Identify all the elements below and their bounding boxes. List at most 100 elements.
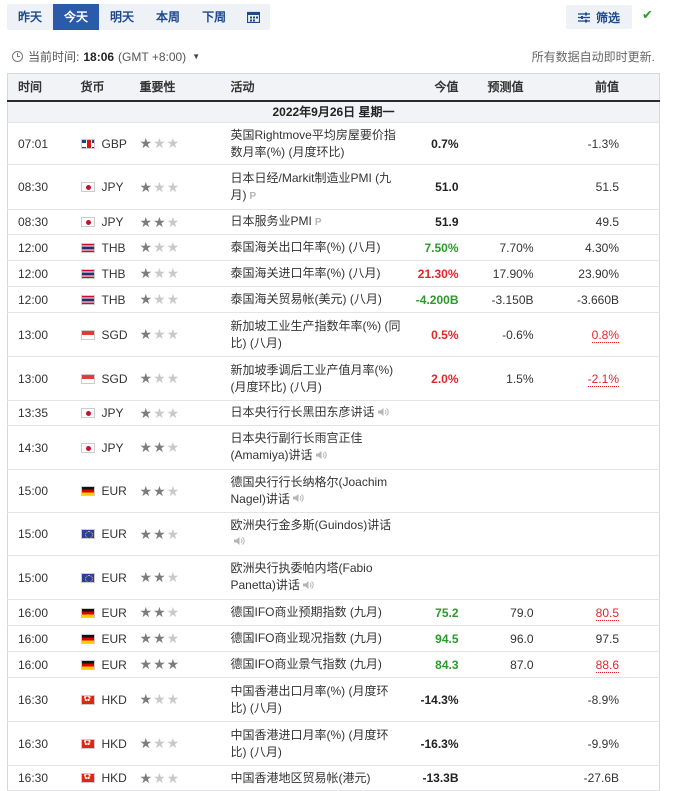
importance-stars: ★★★: [139, 122, 231, 165]
table-row[interactable]: 08:30 JPY ★★★ 日本日经/Markit制造业PMI (九月) P 51…: [7, 164, 660, 210]
star-icon: ★: [139, 525, 154, 542]
event-cell[interactable]: 中国香港进口月率(%) (月度环比) (八月): [230, 721, 407, 766]
event-cell[interactable]: 新加坡工业生产指数年率(%) (同比) (八月): [230, 312, 407, 357]
event-name[interactable]: 泰国海关出口年率(%) (八月): [230, 240, 381, 254]
event-cell[interactable]: 日本服务业PMI P: [230, 209, 407, 235]
event-cell[interactable]: 日本央行行长黑田东彦讲话: [230, 400, 407, 426]
table-row[interactable]: 08:30 JPY ★★★ 日本服务业PMI P 51.9 49.5: [7, 209, 660, 235]
event-name[interactable]: 德国IFO商业现况指数 (九月): [230, 631, 382, 645]
currency-cell: HKD: [76, 721, 140, 766]
event-cell[interactable]: 欧洲央行金多斯(Guindos)讲话: [230, 512, 407, 556]
event-cell[interactable]: 中国香港地区贸易帐(港元): [230, 765, 407, 791]
currency-code: JPY: [101, 440, 124, 455]
table-row[interactable]: 14:30 JPY ★★★ 日本央行副行长雨宫正佳(Amamiya)讲话: [7, 425, 660, 470]
previous-value-text: -2.1%: [587, 371, 619, 387]
event-cell[interactable]: 泰国海关进口年率(%) (八月): [230, 260, 407, 287]
event-name[interactable]: 德国央行行长纳格尔(Joachim Nagel)讲话: [230, 474, 388, 506]
actual-value: [406, 469, 463, 513]
event-name[interactable]: 欧洲央行金多斯(Guindos)讲话: [230, 517, 392, 532]
calendar-icon[interactable]: [237, 4, 270, 30]
event-cell[interactable]: 日本央行副行长雨宫正佳(Amamiya)讲话: [230, 425, 407, 470]
economic-calendar-table: 时间 货币 重要性 活动 今值 预测值 前值 2022年9月26日 星期一 07…: [7, 73, 660, 791]
event-cell[interactable]: 德国IFO商业预期指数 (九月): [230, 599, 407, 626]
table-header: 时间 货币 重要性 活动 今值 预测值 前值: [7, 73, 660, 102]
previous-value[interactable]: -2.1%: [537, 356, 660, 401]
event-name[interactable]: 日本央行行长黑田东彦讲话: [230, 405, 375, 420]
star-icon: ★: [139, 213, 154, 230]
check-icon[interactable]: ✔: [642, 7, 653, 22]
event-name[interactable]: 日本服务业PMI: [230, 214, 312, 228]
table-row[interactable]: 07:01 GBP ★★★ 英国Rightmove平均房屋要价指数月率(%) (…: [7, 122, 660, 165]
event-cell[interactable]: 泰国海关贸易帐(美元) (八月): [230, 286, 407, 313]
actual-value: 75.2: [406, 599, 463, 626]
previous-value[interactable]: 88.6: [537, 651, 660, 678]
event-name[interactable]: 日本日经/Markit制造业PMI (九月): [230, 170, 392, 202]
tab-yesterday[interactable]: 昨天: [18, 10, 43, 24]
table-row[interactable]: 16:00 EUR ★★★ 德国IFO商业现况指数 (九月) 94.5 96.0…: [7, 625, 660, 652]
event-time: 12:00: [7, 234, 77, 261]
table-row[interactable]: 15:00 EUR ★★★ 德国央行行长纳格尔(Joachim Nagel)讲话: [7, 469, 660, 513]
table-row[interactable]: 16:00 EUR ★★★ 德国IFO商业预期指数 (九月) 75.2 79.0…: [7, 599, 660, 626]
currency-code: THB: [101, 292, 126, 307]
country-flag-icon: [80, 738, 95, 749]
table-row[interactable]: 16:00 EUR ★★★ 德国IFO商业景气指数 (九月) 84.3 87.0…: [7, 651, 660, 678]
tab-today[interactable]: 今天: [53, 4, 100, 30]
event-name[interactable]: 中国香港进口月率(%) (月度环比) (八月): [230, 727, 389, 759]
event-name[interactable]: 德国IFO商业预期指数 (九月): [230, 605, 382, 619]
event-name[interactable]: 欧洲央行执委帕内塔(Fabio Panetta)讲话: [230, 561, 373, 593]
event-cell[interactable]: 日本日经/Markit制造业PMI (九月) P: [230, 164, 407, 210]
table-row[interactable]: 16:30 HKD ★★★ 中国香港出口月率(%) (月度环比) (八月) -1…: [7, 677, 660, 722]
importance-stars: ★★★: [139, 400, 231, 426]
importance-stars: ★★★: [139, 286, 231, 313]
event-cell[interactable]: 欧洲央行执委帕内塔(Fabio Panetta)讲话: [230, 555, 407, 600]
event-name[interactable]: 泰国海关贸易帐(美元) (八月): [230, 292, 382, 306]
table-row[interactable]: 13:00 SGD ★★★ 新加坡工业生产指数年率(%) (同比) (八月) 0…: [7, 312, 660, 357]
event-cell[interactable]: 新加坡季调后工业产值月率(%) (月度环比) (八月): [230, 356, 407, 401]
table-row[interactable]: 13:00 SGD ★★★ 新加坡季调后工业产值月率(%) (月度环比) (八月…: [7, 356, 660, 401]
table-row[interactable]: 16:30 HKD ★★★ 中国香港进口月率(%) (月度环比) (八月) -1…: [7, 721, 660, 766]
event-name[interactable]: 日本央行副行长雨宫正佳(Amamiya)讲话: [230, 431, 363, 463]
event-name[interactable]: 德国IFO商业景气指数 (九月): [230, 657, 382, 671]
event-name[interactable]: 英国Rightmove平均房屋要价指数月率(%) (月度环比): [230, 127, 396, 159]
event-cell[interactable]: 中国香港出口月率(%) (月度环比) (八月): [230, 677, 407, 722]
currency-cell: JPY: [76, 425, 140, 470]
previous-value[interactable]: 0.8%: [537, 312, 660, 357]
previous-value: 49.5: [537, 209, 660, 235]
event-cell[interactable]: 德国IFO商业现况指数 (九月): [230, 625, 407, 652]
event-time: 16:30: [7, 765, 77, 791]
table-row[interactable]: 12:00 THB ★★★ 泰国海关出口年率(%) (八月) 7.50% 7.7…: [7, 234, 660, 261]
table-row[interactable]: 12:00 THB ★★★ 泰国海关贸易帐(美元) (八月) -4.200B -…: [7, 286, 660, 313]
event-name[interactable]: 中国香港地区贸易帐(港元): [230, 770, 371, 785]
event-cell[interactable]: 德国IFO商业景气指数 (九月): [230, 651, 407, 678]
currency-cell: GBP: [76, 122, 140, 165]
table-row[interactable]: 12:00 THB ★★★ 泰国海关进口年率(%) (八月) 21.30% 17…: [7, 260, 660, 287]
event-cell[interactable]: 泰国海关出口年率(%) (八月): [230, 234, 407, 261]
actual-value: 51.9: [406, 209, 463, 235]
star-icon: ★: [139, 291, 154, 307]
event-name[interactable]: 新加坡季调后工业产值月率(%) (月度环比) (八月): [230, 362, 394, 394]
filter-button[interactable]: 筛选: [566, 5, 632, 29]
table-row[interactable]: 13:35 JPY ★★★ 日本央行行长黑田东彦讲话: [7, 400, 660, 426]
star-icon: ★: [153, 604, 167, 620]
currency-cell: EUR: [76, 625, 140, 652]
event-name[interactable]: 新加坡工业生产指数年率(%) (同比) (八月): [230, 318, 401, 350]
event-name[interactable]: 中国香港出口月率(%) (月度环比) (八月): [230, 683, 389, 715]
table-row[interactable]: 15:00 EUR ★★★ 欧洲央行金多斯(Guindos)讲话: [7, 512, 660, 556]
chevron-down-icon[interactable]: ▼: [192, 52, 201, 61]
forecast-value: 87.0: [462, 651, 538, 678]
star-icon: ★: [139, 735, 154, 751]
table-row[interactable]: 15:00 EUR ★★★ 欧洲央行执委帕内塔(Fabio Panetta)讲话: [7, 555, 660, 600]
tab-this-week[interactable]: 本周: [156, 10, 181, 24]
tab-next-week[interactable]: 下周: [202, 10, 227, 24]
table-row[interactable]: 16:30 HKD ★★★ 中国香港地区贸易帐(港元) -13.3B -27.6…: [7, 765, 660, 791]
tab-tomorrow[interactable]: 明天: [110, 10, 135, 24]
event-cell[interactable]: 德国央行行长纳格尔(Joachim Nagel)讲话: [230, 469, 407, 513]
filter-label: 筛选: [595, 10, 620, 25]
event-cell[interactable]: 英国Rightmove平均房屋要价指数月率(%) (月度环比): [230, 122, 407, 165]
star-icon: ★: [139, 178, 154, 195]
previous-value[interactable]: 80.5: [537, 599, 660, 626]
event-name[interactable]: 泰国海关进口年率(%) (八月): [230, 266, 381, 280]
forecast-value: 7.70%: [462, 234, 538, 261]
country-flag-icon: [80, 486, 95, 496]
current-time[interactable]: 当前时间: 18:06 (GMT +8:00) ▼: [12, 48, 200, 65]
